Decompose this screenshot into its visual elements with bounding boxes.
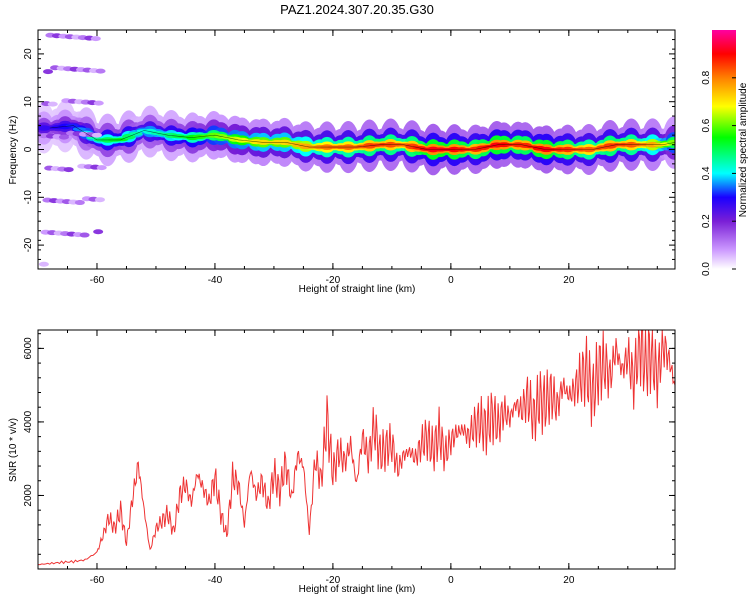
spectrogram-cell <box>43 69 54 75</box>
spectrogram-ytick-label: 10 <box>23 96 34 108</box>
colorbar-label: Normalized spectral amplitude <box>738 82 749 217</box>
snr-xtick-label: 0 <box>448 575 454 586</box>
snr-xtick-label: -20 <box>326 575 341 586</box>
snr-xtick-label: -40 <box>208 575 223 586</box>
page-title: PAZ1.2024.307.20.35.G30 <box>280 2 434 17</box>
spectrogram-cell <box>90 36 101 42</box>
spectrogram-cell <box>91 132 102 138</box>
spectrogram-xtick-label: -20 <box>326 275 341 286</box>
snr-xtick-label: 20 <box>563 575 575 586</box>
spectrogram-cell <box>93 100 104 106</box>
snr-xlabel: Height of straight line (km) <box>299 584 416 595</box>
spectrogram-cell <box>95 68 106 74</box>
snr-ytick-label: 4000 <box>23 410 34 433</box>
colorbar-tick-label: 0.6 <box>701 118 712 132</box>
colorbar-tick-label: 0.8 <box>701 70 712 84</box>
spectrogram-cell <box>94 197 105 203</box>
spectrogram-cell <box>74 200 85 206</box>
spectrogram-cell <box>38 261 49 267</box>
spectrogram-xtick-label: 0 <box>448 275 454 286</box>
snr-xtick-label: -60 <box>90 575 105 586</box>
spectrogram-xlabel: Height of straight line (km) <box>299 284 416 295</box>
spectrogram-cell <box>47 101 58 107</box>
spectrogram-cell <box>667 139 675 146</box>
colorbar-tick-label: 0.0 <box>701 262 712 276</box>
spectrogram-cell <box>63 167 74 173</box>
spectrogram-ytick-label: -20 <box>23 237 34 252</box>
spectrogram-cell <box>79 232 90 238</box>
snr-ylabel: SNR (10 * v/v) <box>8 418 19 482</box>
snr-frame <box>37 329 676 570</box>
snr-ytick-label: 2000 <box>23 484 34 507</box>
colorbar-gradient <box>712 30 736 269</box>
spectrogram-xtick-label: 20 <box>563 275 575 286</box>
spectrogram-xtick-label: -40 <box>208 275 223 286</box>
spectrogram-panel: -60 -40 -20 0 20 -20 -10 0 10 20 Height of straig… <box>8 29 676 295</box>
spectrogram-ytick-label: -10 <box>23 190 34 205</box>
spectrogram-cell <box>93 229 104 235</box>
snr-series-line <box>38 330 675 566</box>
colorbar-tick-label: 0.4 <box>701 166 712 180</box>
colorbar: 0.0 0.2 0.4 0.6 0.8 Normalized spectral ampl… <box>701 30 749 276</box>
spectrogram-ridge-line <box>49 125 675 150</box>
spectrogram-xtick-label: -60 <box>90 275 105 286</box>
snr-panel: -60 -40 -20 0 20 2000 4000 6000 Height of strai… <box>8 329 676 595</box>
spectrogram-cell <box>58 134 69 140</box>
spectrogram-ylabel: Frequency (Hz) <box>8 116 19 185</box>
snr-ytick-label: 6000 <box>23 337 34 360</box>
spectrogram-cell <box>96 165 107 171</box>
colorbar-tick-label: 0.2 <box>701 214 712 228</box>
spectrogram-ytick-label: 0 <box>23 146 34 152</box>
spectrogram-ytick-label: 20 <box>23 48 34 60</box>
